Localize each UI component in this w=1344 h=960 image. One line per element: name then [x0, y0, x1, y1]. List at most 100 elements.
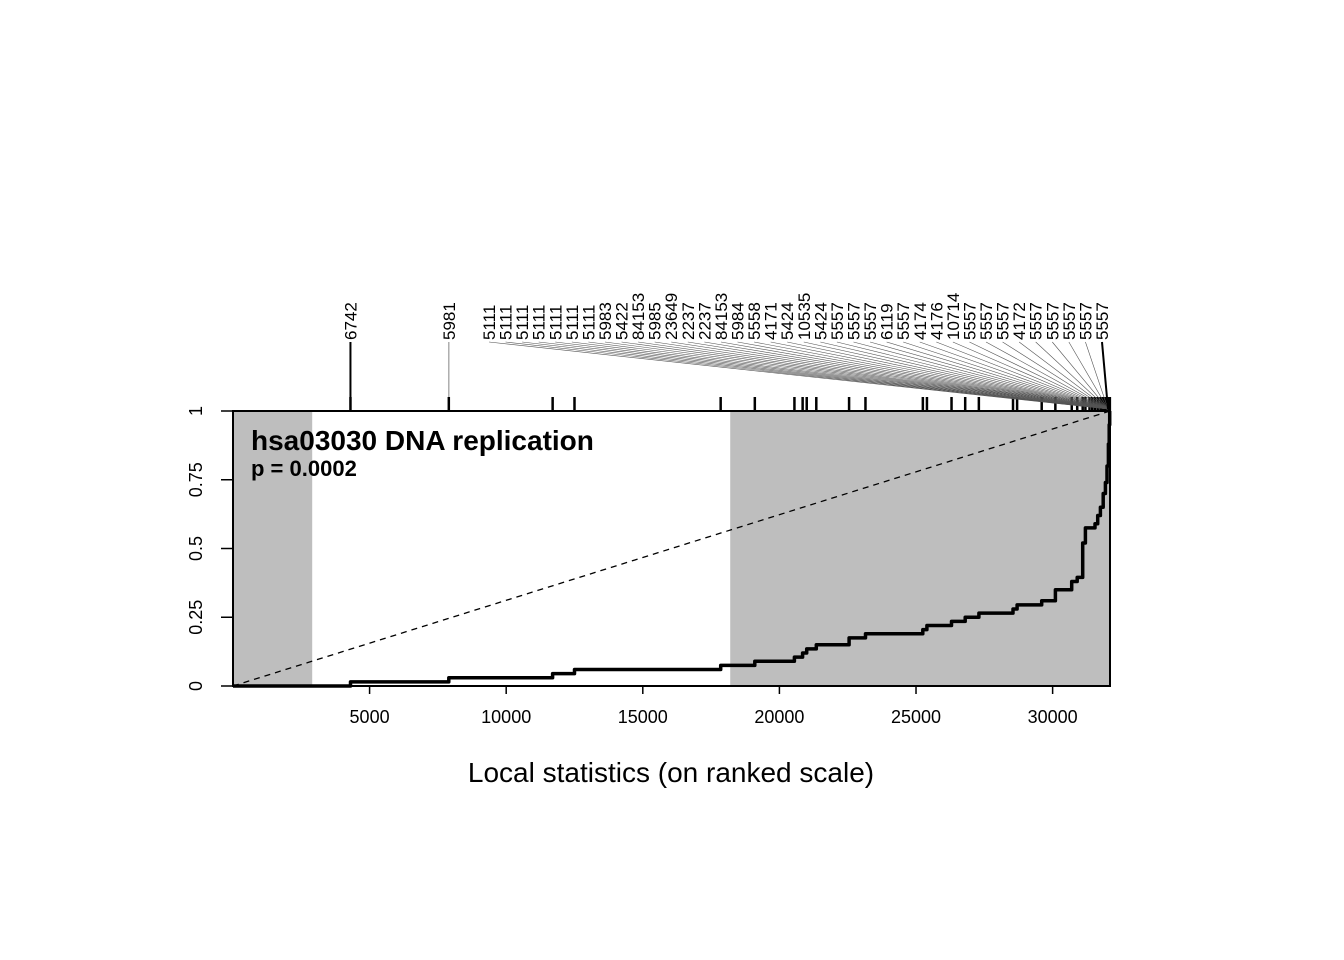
gene-label: 5984 — [729, 302, 748, 340]
gene-label: 6742 — [341, 302, 360, 340]
y-tick-label: 1 — [186, 406, 206, 416]
gene-label-connector — [836, 341, 1109, 410]
gene-label-connector — [720, 341, 1109, 410]
gene-label-connector — [522, 341, 1109, 410]
enrichment-curve — [233, 409, 1112, 688]
x-tick-label: 25000 — [891, 707, 941, 727]
gene-label-connector — [1002, 341, 1109, 410]
gene-label-connector — [936, 341, 1109, 410]
gene-label: 5111 — [579, 305, 598, 340]
gene-label: 5557 — [1027, 302, 1046, 340]
gene-label: 5111 — [530, 305, 549, 340]
gene-label: 5558 — [745, 302, 764, 340]
gene-label: 5557 — [977, 302, 996, 340]
gene-label-connector — [638, 341, 1109, 410]
gene-label-connector — [754, 341, 1109, 410]
gene-label-connector — [1068, 341, 1109, 410]
gene-label: 5557 — [960, 302, 979, 340]
gene-label-connector — [869, 341, 1109, 410]
gene-label-connector — [985, 341, 1109, 410]
gene-label: 5557 — [1060, 302, 1079, 340]
gene-label-connector — [787, 341, 1109, 410]
chart-subtitle: p = 0.0002 — [251, 456, 357, 481]
gene-label-connector — [820, 341, 1109, 410]
gene-label-connector — [737, 341, 1109, 410]
gene-label: 5983 — [596, 302, 615, 340]
gene-label-connector — [770, 341, 1109, 410]
gene-labels: 6742 5981 51115111511151115111511151115983… — [341, 293, 1112, 340]
gene-label: 5424 — [811, 302, 830, 340]
gene-label-connector — [853, 341, 1109, 410]
gene-label-connector — [803, 341, 1109, 410]
gene-label: 5557 — [1093, 302, 1112, 340]
enrichment-curve-layer — [233, 409, 1112, 688]
gene-label: 4171 — [762, 302, 781, 340]
gene-label: 10535 — [795, 293, 814, 340]
gene-label: 5557 — [844, 302, 863, 340]
gene-label-connector — [969, 341, 1109, 410]
gene-label-connector — [505, 341, 1109, 410]
x-tick-label: 15000 — [618, 707, 668, 727]
gene-label: 5981 — [440, 302, 459, 340]
gene-label-connector — [604, 341, 1109, 410]
gene-label: 2237 — [695, 302, 714, 340]
gene-label: 2237 — [679, 302, 698, 340]
y-tick-label: 0.75 — [186, 462, 206, 497]
gene-label-connector — [621, 341, 1109, 410]
gene-label: 10714 — [944, 293, 963, 340]
gene-label-connector — [1035, 341, 1109, 410]
shaded-region — [730, 411, 1110, 686]
gene-label: 5557 — [1043, 302, 1062, 340]
chart-title: hsa03030 DNA replication — [251, 425, 594, 456]
axes: 5000 10000 15000 20000 25000 30000 0 0.25 0.5 0.7… — [186, 406, 1078, 727]
gene-label-connector — [704, 341, 1109, 410]
barcode-ticks — [349, 397, 1112, 411]
gene-label-connector — [654, 341, 1109, 410]
gene-label-connector — [555, 341, 1109, 410]
x-tick-label: 30000 — [1028, 707, 1078, 727]
y-tick-label: 0.5 — [186, 536, 206, 561]
gene-label: 5557 — [828, 302, 847, 340]
x-tick-label: 20000 — [754, 707, 804, 727]
gene-label-connector — [1101, 341, 1109, 410]
gene-label: 5111 — [563, 305, 582, 340]
gene-label: 4176 — [927, 302, 946, 340]
gene-label: 5111 — [546, 305, 565, 340]
gene-label: 5111 — [513, 305, 532, 340]
gene-label: 5557 — [894, 302, 913, 340]
gene-label: 5557 — [1076, 302, 1095, 340]
gene-label-connector — [886, 341, 1109, 410]
y-tick-label: 0 — [186, 681, 206, 691]
gene-label-connector — [687, 341, 1109, 410]
gene-label: 5557 — [994, 302, 1013, 340]
gene-label-connector — [571, 341, 1109, 410]
gene-label-connector — [1052, 341, 1109, 410]
shaded-region — [233, 411, 313, 686]
y-tick-label: 0.25 — [186, 600, 206, 635]
gene-label-connector — [588, 341, 1109, 410]
gene-label: 5985 — [646, 302, 665, 340]
gene-label-connector — [1018, 341, 1109, 410]
gene-label-connector — [538, 341, 1109, 410]
gene-label: 4172 — [1010, 302, 1029, 340]
x-tick-label: 10000 — [481, 707, 531, 727]
gene-label: 5111 — [497, 305, 516, 340]
gene-label: 5424 — [778, 302, 797, 340]
gene-label-connectors — [349, 341, 1109, 410]
gene-label-connector — [488, 341, 1109, 410]
x-axis-label: Local statistics (on ranked scale) — [468, 757, 874, 788]
gene-label-connector — [671, 341, 1109, 410]
gene-label: 5111 — [480, 305, 499, 340]
x-tick-label: 5000 — [350, 707, 390, 727]
shaded-regions — [233, 411, 1110, 686]
gene-label: 5422 — [613, 302, 632, 340]
gene-label: 6119 — [878, 303, 897, 340]
gene-label-connector — [903, 341, 1109, 410]
gene-label: 84153 — [712, 293, 731, 340]
gene-label-connector — [952, 341, 1109, 410]
gene-label: 4174 — [911, 302, 930, 340]
gene-label: 23649 — [662, 293, 681, 340]
gene-label: 5557 — [861, 302, 880, 340]
gene-label: 84153 — [629, 293, 648, 340]
